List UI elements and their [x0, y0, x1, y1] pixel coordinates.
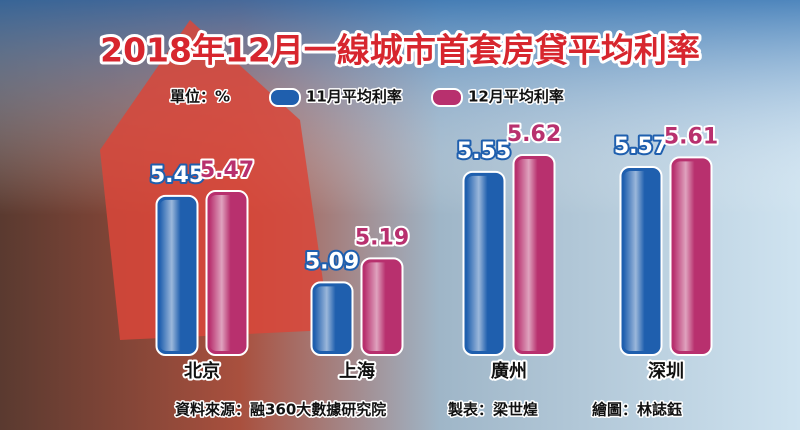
legend-label: 11月平均利率: [306, 88, 402, 106]
legend-swatch: [431, 88, 463, 107]
bar-shine: [466, 175, 502, 351]
x-tick-label: 廣州: [491, 360, 527, 382]
bar-shine: [364, 262, 400, 351]
value-label: 5.45: [150, 163, 204, 188]
unit-label: 單位：%: [170, 88, 230, 106]
bar-shine: [159, 199, 195, 351]
legend-label: 12月平均利率: [468, 88, 564, 106]
bar-shine: [209, 195, 245, 351]
table-credit: 製表：梁世煌: [447, 401, 538, 419]
bar-shine: [314, 286, 350, 351]
drawing-credit: 繪圖：林誌鈺: [592, 401, 682, 419]
value-label: 5.47: [200, 158, 254, 183]
chart-title: 2018年12月一線城市首套房貸平均利率: [100, 31, 700, 70]
value-label: 5.09: [305, 249, 359, 274]
bar-shine: [673, 161, 709, 351]
x-tick-label: 上海: [339, 360, 375, 382]
value-label: 5.61: [664, 124, 718, 149]
value-label: 5.55: [457, 139, 511, 164]
x-tick-label: 北京: [184, 360, 220, 382]
value-label: 5.57: [614, 134, 668, 159]
bar-shine: [516, 159, 552, 351]
value-label: 5.19: [355, 225, 409, 250]
legend-swatch: [269, 88, 301, 107]
x-tick-label: 深圳: [648, 360, 684, 382]
bar-shine: [623, 171, 659, 351]
source: 資料來源：融360大數據研究院: [175, 401, 386, 419]
value-label: 5.62: [507, 122, 561, 147]
